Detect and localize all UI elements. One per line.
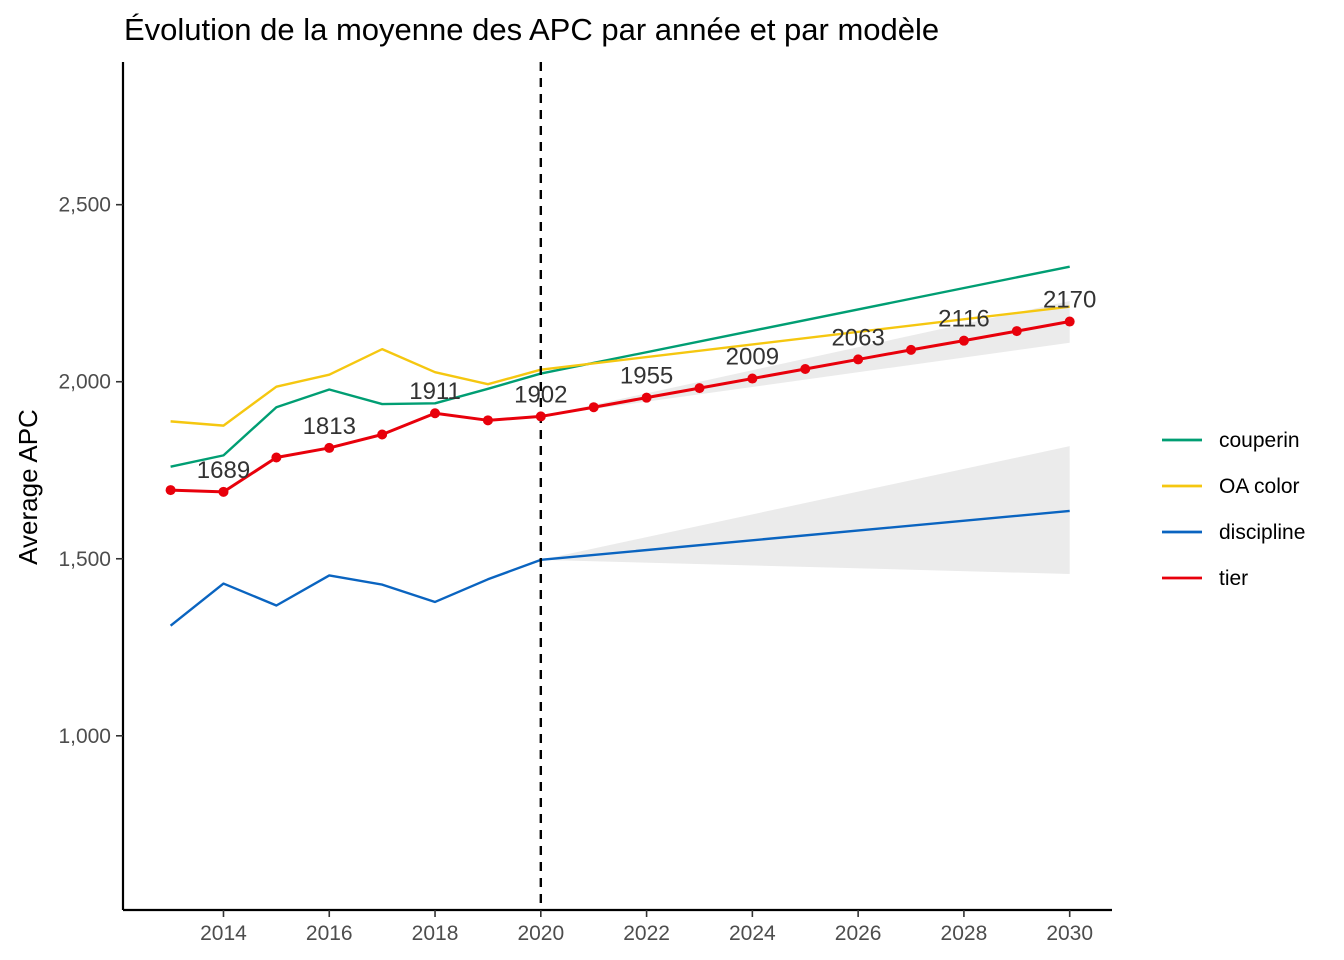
point-tier <box>430 408 441 419</box>
data-label: 2116 <box>938 306 990 333</box>
x-tick-label: 2030 <box>1046 922 1093 945</box>
y-tick-label: 1,500 <box>58 548 111 571</box>
point-tier <box>165 485 176 496</box>
data-label: 2009 <box>726 344 779 371</box>
data-label: 2170 <box>1043 287 1096 314</box>
x-tick-label: 2020 <box>517 922 564 945</box>
x-tick-label: 2026 <box>835 922 882 945</box>
y-axis-label: Average APC <box>13 409 43 565</box>
x-tick-label: 2024 <box>729 922 776 945</box>
point-tier <box>853 354 864 365</box>
y-tick-label: 2,000 <box>58 371 111 394</box>
data-label: 1689 <box>197 457 250 484</box>
y-tick-label: 2,500 <box>58 194 111 217</box>
legend-label-couperin: couperin <box>1219 429 1300 452</box>
x-tick-label: 2014 <box>200 922 247 945</box>
data-label: 1902 <box>514 381 567 408</box>
point-tier <box>218 486 229 497</box>
band-discipline <box>540 446 1070 574</box>
series-line-oa-color <box>170 305 1070 427</box>
data-label: 1911 <box>409 378 461 405</box>
data-label: 1955 <box>620 363 673 390</box>
x-tick-label: 2022 <box>623 922 670 945</box>
series-line-tier <box>170 320 1070 494</box>
axes: 2014 2016 2018 2020 2022 2024 2026 2028 2030 1,00… <box>58 62 1112 945</box>
point-tier <box>482 415 493 426</box>
series-line-discipline <box>169 509 1070 627</box>
point-tier <box>641 392 652 403</box>
point-tier <box>1064 316 1075 327</box>
point-tier <box>588 402 599 413</box>
point-tier <box>1011 326 1022 337</box>
legend-label-tier: tier <box>1219 567 1248 590</box>
series-line-couperin <box>170 265 1070 468</box>
legend-label-discipline: discipline <box>1219 521 1305 544</box>
band-tier <box>540 300 1070 417</box>
legend: couperin OA color discipline tier <box>1162 429 1305 590</box>
chart-title: Évolution de la moyenne des APC par anné… <box>124 12 939 47</box>
data-labels: 1689 1813 1911 1902 1955 2009 2063 2116 2170 <box>197 287 1097 484</box>
data-label: 2063 <box>831 324 884 351</box>
point-tier <box>747 373 758 384</box>
point-tier <box>535 411 546 422</box>
point-tier <box>377 429 388 440</box>
point-tier <box>324 442 335 453</box>
point-tier <box>271 452 282 463</box>
x-tick-label: 2018 <box>412 922 459 945</box>
y-tick-label: 1,000 <box>58 725 111 748</box>
x-tick-label: 2028 <box>941 922 988 945</box>
data-label: 1813 <box>303 413 356 440</box>
legend-label-oa-color: OA color <box>1219 475 1300 498</box>
point-tier <box>800 363 811 374</box>
series-lines <box>169 265 1070 627</box>
point-tier <box>694 383 705 394</box>
series-points <box>165 316 1075 497</box>
x-tick-label: 2016 <box>306 922 353 945</box>
point-tier <box>958 335 969 346</box>
point-tier <box>906 344 917 355</box>
confidence-bands <box>540 300 1070 574</box>
